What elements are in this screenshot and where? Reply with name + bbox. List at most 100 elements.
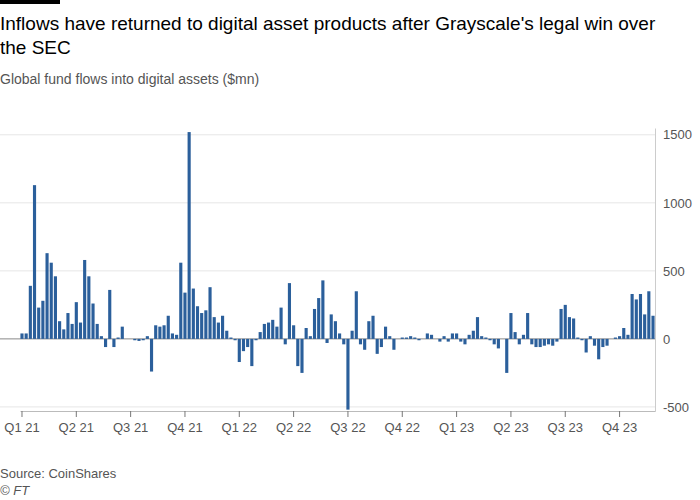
bar [129,338,132,339]
x-tick-label: Q3 21 [113,420,148,435]
bar [346,339,349,410]
bar [71,324,74,339]
bar [442,336,445,339]
x-axis: Q1 21Q2 21Q3 21Q4 21Q1 22Q2 22Q3 22Q4 22… [4,411,655,435]
y-tick-label: 1500 [663,127,692,142]
x-tick: Q3 22 [330,411,365,435]
bar [643,314,646,338]
bar [309,336,312,339]
bar [284,339,287,344]
bar [626,335,629,339]
bar [292,325,295,339]
bar [622,328,625,339]
bar [221,316,224,339]
x-tick-label: Q4 22 [385,420,420,435]
bar [171,333,174,338]
bar [363,339,366,350]
bar [580,339,583,340]
bar [447,339,450,342]
bar [518,339,521,344]
x-tick-mark [76,411,77,417]
bar [514,332,517,339]
bar [392,339,395,350]
bar [267,323,270,339]
chart: Inflows have returned to digital asset p… [0,0,700,500]
x-tick: Q1 22 [222,411,257,435]
bar [217,323,220,339]
bar [104,339,107,347]
bar [280,308,283,339]
bar [192,289,195,339]
bar [593,339,596,346]
bar [54,276,57,339]
bar [497,339,500,349]
x-tick-mark [184,411,185,417]
credit: © FT [0,483,30,498]
x-axis-line [21,411,656,412]
x-tick: Q2 21 [59,411,94,435]
x-tick-mark [402,411,403,417]
bar [75,302,78,339]
bar [167,316,170,339]
bar [334,321,337,339]
bar [426,333,429,338]
x-tick-label: Q2 23 [493,420,528,435]
bar [576,338,579,339]
bar [585,339,588,353]
bar [405,338,408,339]
bar [564,305,567,339]
bar [560,309,563,339]
title: Inflows have returned to digital asset p… [0,13,656,58]
bar [179,263,182,339]
bar [117,338,120,339]
bar [100,336,103,339]
bar [367,321,370,339]
bar [154,325,157,339]
x-tick: Q3 21 [113,411,148,435]
bar [25,333,28,338]
bar [501,338,504,339]
bar [397,338,400,339]
bar [631,294,634,339]
bar [605,339,608,346]
bar [639,294,642,339]
bar [288,283,291,339]
bar [229,338,232,339]
subtitle: Global fund flows into digital assets ($… [0,71,259,87]
bar [96,324,99,339]
bar [438,339,441,342]
bar [384,327,387,339]
bar [359,339,362,344]
bar [472,331,475,339]
x-tick-label: Q1 22 [222,420,257,435]
bar [488,339,491,340]
x-tick-label: Q3 23 [548,420,583,435]
y-tick: 1000 [655,195,692,210]
bar [422,338,425,339]
grid-line [0,134,655,135]
bar [480,336,483,339]
bar [79,323,82,339]
bar [568,317,571,339]
bar [83,260,86,339]
bar [41,301,44,339]
x-tick-label: Q2 21 [59,420,94,435]
bar [242,339,245,351]
bar [121,327,124,339]
bar [338,333,341,338]
bar [183,293,186,339]
bar [125,338,128,339]
bar [601,339,604,347]
bar [259,332,262,339]
bar [300,339,303,373]
bar [66,313,69,339]
bar [522,335,525,339]
bar [597,339,600,359]
bar [158,327,161,339]
bar [543,339,546,346]
bar [325,339,328,343]
x-tick-mark [347,411,348,417]
x-tick-mark [293,411,294,417]
y-tick: 0 [655,332,670,347]
bar [150,339,153,372]
